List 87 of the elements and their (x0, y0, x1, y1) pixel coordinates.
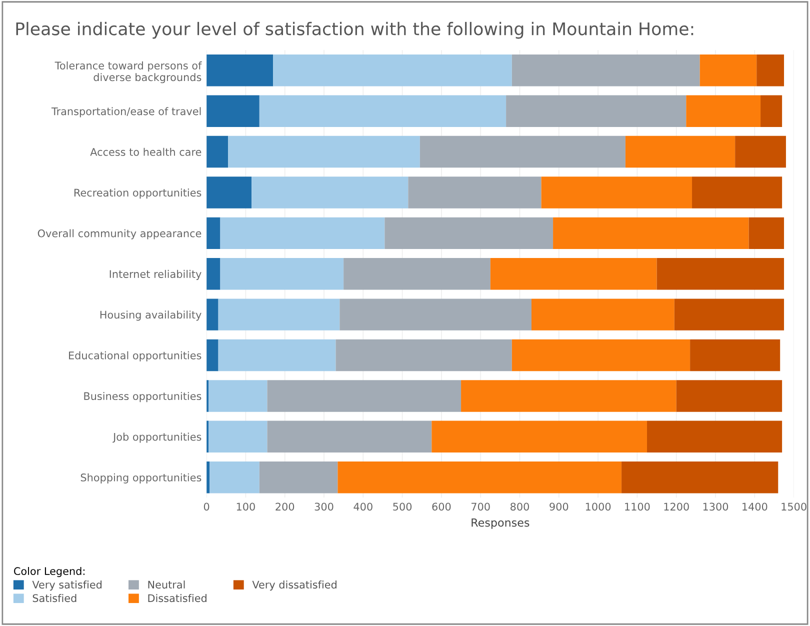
bar (252, 176, 408, 208)
legend-label: Very satisfied (32, 580, 102, 591)
bar (206, 136, 228, 168)
y-tick-label: Business opportunities (84, 392, 202, 402)
bar (676, 380, 782, 412)
bar (748, 217, 784, 250)
bar (420, 136, 626, 168)
x-axis-title: Responses (472, 518, 530, 529)
bar (541, 176, 692, 208)
bar (336, 339, 512, 372)
x-tick-label: 1400 (742, 502, 768, 511)
legend-label: Very dissatisfied (252, 580, 336, 591)
x-tick-label: 800 (510, 502, 529, 511)
bar (220, 258, 344, 290)
bar (506, 95, 686, 127)
bar (344, 258, 490, 290)
chart-title: Please indicate your level of satisfaction with the following in Mountain Home: (16, 22, 694, 39)
x-tick-label: 400 (354, 502, 372, 511)
bar (206, 217, 220, 250)
bar (690, 339, 780, 372)
y-tick-label: Job opportunities (112, 432, 202, 443)
bar (220, 217, 385, 250)
bar (218, 298, 340, 330)
bar (206, 298, 218, 330)
x-tick-label: 1000 (586, 502, 611, 511)
x-tick-label: 1200 (664, 502, 689, 511)
legend-label: Dissatisfied (148, 594, 206, 602)
x-tick-label: 700 (472, 502, 490, 511)
bar (218, 339, 336, 372)
bar (228, 136, 420, 168)
y-tick-label: Educational opportunities (69, 351, 202, 362)
x-tick-label: 1100 (625, 502, 650, 511)
y-tick-label: Overall community appearance (38, 229, 202, 240)
bar (760, 95, 782, 127)
bar (338, 461, 622, 494)
bar (700, 54, 757, 86)
y-tick-label: Tolerance toward persons of diverse backgrounds (54, 61, 202, 84)
bar (267, 420, 432, 453)
bar (646, 420, 782, 453)
bar (408, 176, 542, 208)
bar (206, 258, 220, 290)
bar (208, 420, 268, 453)
bar (259, 461, 338, 494)
y-tick-label: Shopping opportunities (80, 473, 202, 484)
legend-label: Neutral (148, 580, 185, 589)
y-tick-label: Housing availability (100, 310, 202, 321)
bar (267, 380, 462, 412)
y-tick-label: Recreation opportunities (74, 188, 202, 199)
x-tick-label: 900 (550, 502, 568, 511)
x-tick-label: 1300 (703, 502, 728, 511)
y-tick-label: Access to health care (90, 148, 202, 156)
bar (490, 258, 657, 290)
bar (206, 54, 274, 86)
bar (206, 95, 260, 127)
x-tick-label: 600 (432, 502, 451, 511)
bar (208, 380, 268, 412)
x-tick-label: 0 (204, 502, 210, 511)
bar (384, 217, 554, 250)
x-tick-label: 300 (314, 502, 334, 511)
bar (692, 176, 782, 208)
bar (686, 95, 761, 127)
bar (735, 136, 786, 168)
bar (210, 461, 260, 494)
legend-title: Color Legend: (14, 566, 84, 578)
bar (656, 258, 784, 290)
bar (553, 217, 749, 250)
bar (259, 95, 506, 127)
x-tick-label: 200 (276, 502, 294, 511)
bar (674, 298, 784, 330)
bar (206, 176, 252, 208)
bar (531, 298, 674, 330)
bar (512, 54, 700, 86)
y-tick-label: Transportation/ease of travel (51, 107, 201, 118)
x-tick-label: 1500 (782, 502, 806, 511)
bar (340, 298, 532, 330)
y-tick-label: Internet reliability (110, 270, 202, 280)
bar (432, 420, 647, 453)
bar (625, 136, 736, 168)
bar (756, 54, 784, 86)
bar (273, 54, 512, 86)
legend-label: Satisfied (32, 594, 76, 602)
bar (461, 380, 676, 412)
x-tick-label: 500 (393, 502, 412, 511)
bar (206, 339, 218, 372)
x-tick-label: 100 (236, 502, 255, 511)
bar (512, 339, 690, 372)
bar (622, 461, 778, 494)
